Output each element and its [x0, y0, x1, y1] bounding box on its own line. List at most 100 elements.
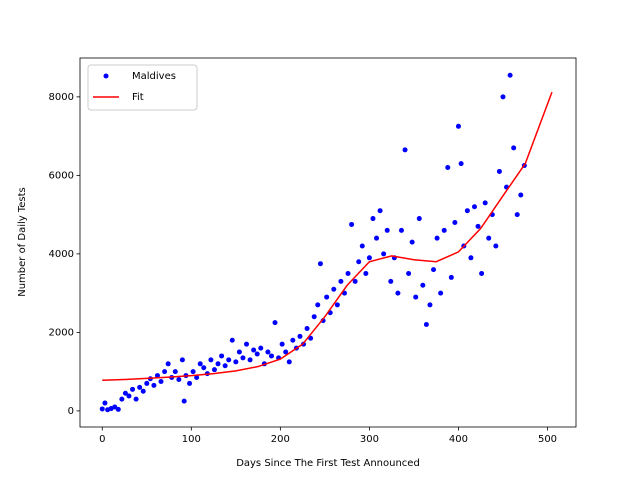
data-point — [236, 349, 242, 355]
data-point — [475, 223, 481, 229]
data-point — [500, 94, 506, 100]
data-point — [297, 333, 303, 339]
data-point — [395, 290, 401, 296]
data-point — [458, 161, 464, 167]
x-tick-label: 100 — [182, 434, 201, 445]
data-point — [315, 302, 321, 308]
data-point — [197, 361, 203, 367]
data-point — [482, 200, 488, 206]
data-point — [176, 377, 182, 383]
data-point — [406, 271, 412, 277]
data-point — [496, 168, 502, 174]
data-point — [431, 267, 437, 273]
legend-marker — [103, 73, 109, 79]
data-point — [507, 72, 513, 78]
data-point — [464, 208, 470, 214]
data-point — [452, 219, 458, 225]
data-point — [112, 404, 118, 410]
data-point — [115, 406, 121, 412]
data-point — [434, 235, 440, 241]
legend-box — [87, 64, 198, 111]
data-point — [334, 302, 340, 308]
data-point — [311, 314, 317, 320]
data-point — [331, 286, 337, 292]
data-point — [416, 216, 422, 222]
data-point — [158, 378, 164, 384]
data-point — [420, 282, 426, 288]
data-point — [486, 235, 492, 241]
data-point — [179, 357, 185, 363]
data-point — [222, 363, 228, 369]
data-point — [445, 165, 451, 171]
data-point — [514, 212, 520, 218]
plot-frame — [79, 57, 577, 428]
data-point — [229, 337, 235, 343]
x-tick-label: 0 — [99, 434, 105, 445]
data-point — [468, 255, 474, 261]
data-point — [154, 373, 160, 379]
y-tick-label: 4000 — [49, 249, 74, 260]
data-point — [366, 255, 372, 261]
data-point — [140, 388, 146, 394]
data-point — [308, 335, 314, 341]
data-point — [286, 359, 292, 365]
data-point — [370, 216, 376, 222]
data-point — [511, 145, 517, 151]
data-point — [479, 271, 485, 277]
x-tick-label: 200 — [271, 434, 290, 445]
data-point — [211, 367, 217, 373]
data-point — [441, 227, 447, 233]
data-point — [172, 369, 178, 375]
data-point — [201, 365, 207, 371]
data-point — [423, 322, 429, 328]
data-point — [290, 337, 296, 343]
data-point — [119, 396, 125, 402]
data-point — [268, 353, 274, 359]
data-point — [226, 357, 232, 363]
y-tick-label: 8000 — [49, 92, 74, 103]
data-point — [219, 353, 225, 359]
data-point — [233, 359, 239, 365]
data-point — [130, 386, 136, 392]
data-point — [137, 384, 143, 390]
data-point — [338, 278, 344, 284]
data-point — [359, 243, 365, 249]
data-point — [471, 204, 477, 210]
data-point — [258, 345, 264, 351]
data-point — [388, 278, 394, 284]
data-point — [363, 271, 369, 277]
data-point — [279, 341, 285, 347]
data-point — [144, 380, 150, 386]
data-point — [283, 349, 289, 355]
data-point — [190, 369, 196, 375]
data-point — [402, 147, 408, 153]
x-tick-label: 300 — [360, 434, 379, 445]
data-point — [317, 261, 323, 267]
data-point — [151, 382, 157, 388]
y-tick-label: 6000 — [49, 170, 74, 181]
data-point — [99, 406, 105, 412]
data-point — [247, 357, 253, 363]
data-point — [265, 349, 271, 355]
data-point — [126, 393, 132, 399]
legend-label: Maldives — [132, 71, 176, 82]
data-point — [518, 192, 524, 198]
x-tick-label: 500 — [538, 434, 557, 445]
data-point — [493, 243, 499, 249]
data-point — [427, 302, 433, 308]
data-point — [215, 361, 221, 367]
data-point — [244, 341, 250, 347]
data-point — [208, 357, 214, 363]
data-point — [272, 320, 278, 326]
data-point — [181, 398, 187, 404]
x-axis-label: Days Since The First Test Announced — [236, 458, 420, 469]
data-point — [122, 390, 128, 396]
data-point — [304, 325, 310, 331]
data-point — [455, 123, 461, 129]
y-tick-label: 0 — [68, 406, 74, 417]
data-point — [165, 361, 171, 367]
data-point — [374, 235, 380, 241]
data-point — [162, 369, 168, 375]
fit-line — [102, 91, 553, 382]
data-point — [413, 294, 419, 300]
